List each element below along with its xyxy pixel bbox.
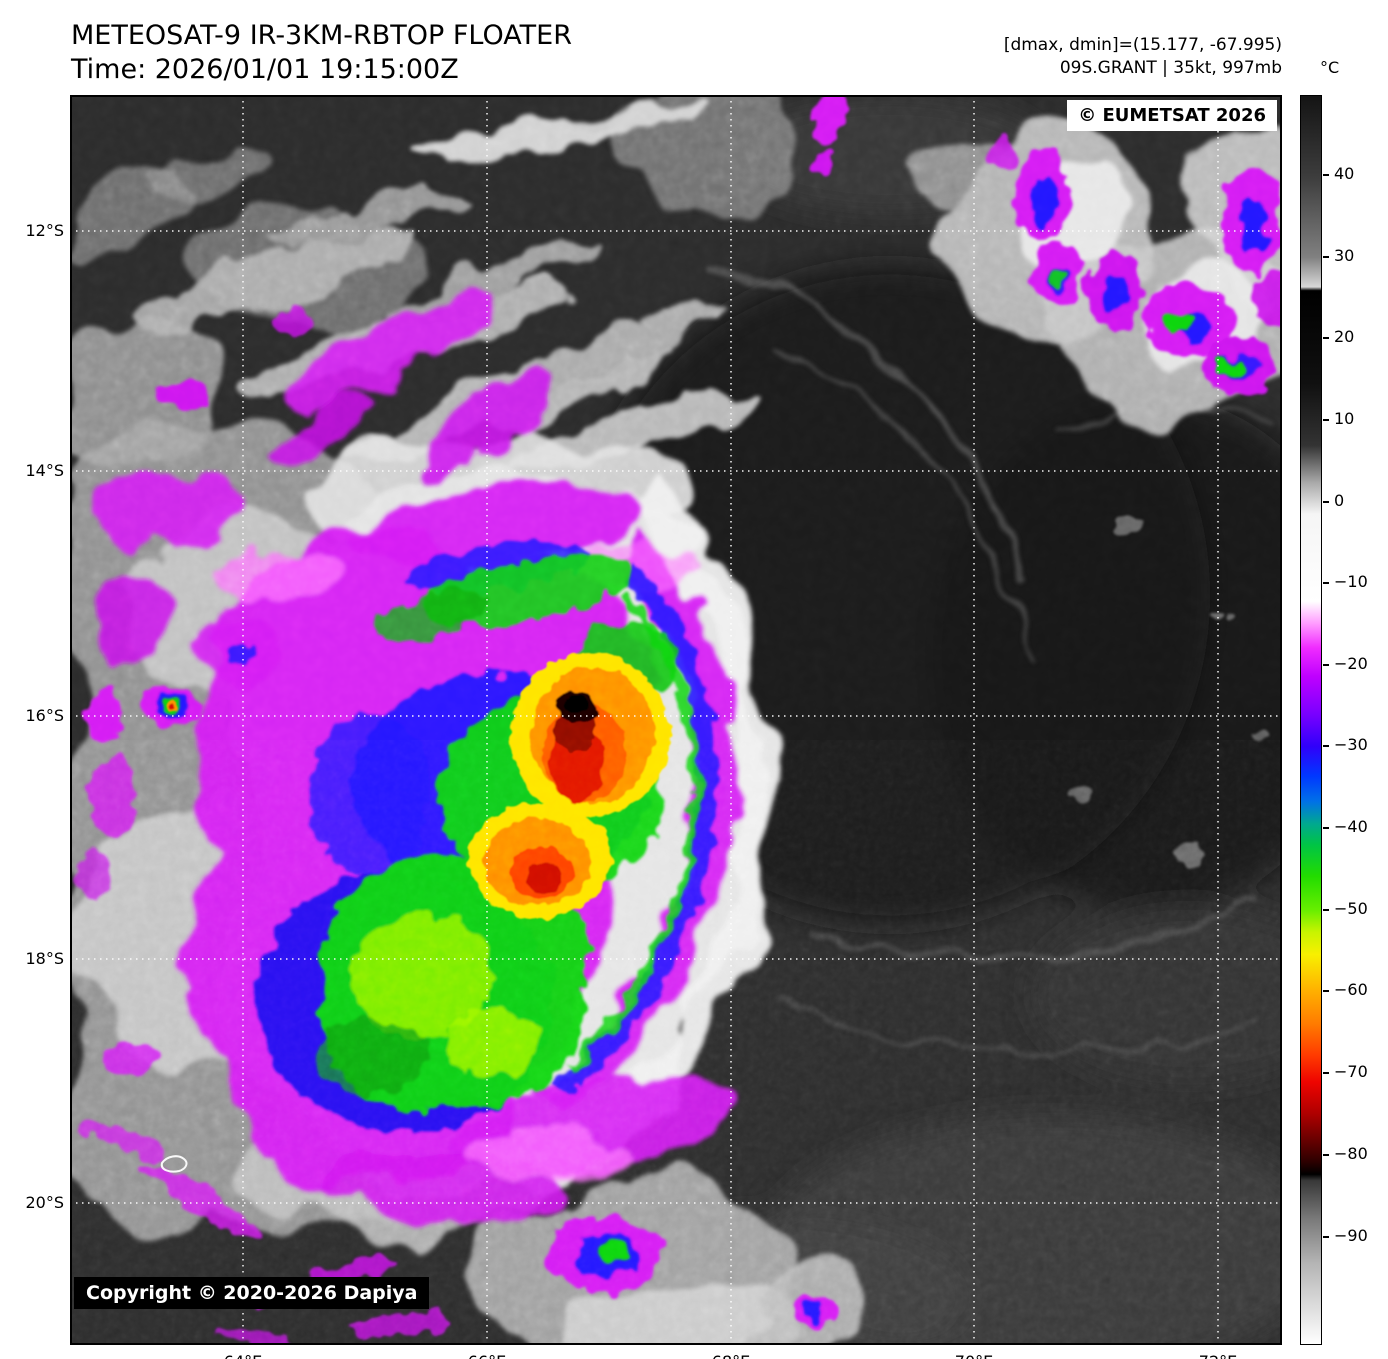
colorbar-tickmark <box>1323 256 1329 258</box>
colorbar-tick-label: 20 <box>1334 327 1355 346</box>
colorbar-gradient <box>1300 95 1322 1345</box>
info-block: [dmax, dmin]=(15.177, -67.995) 09S.GRANT… <box>1004 34 1282 80</box>
storm-info-label: 09S.GRANT | 35kt, 997mb <box>1059 58 1282 78</box>
colorbar: 40 30 20 10 0 −10 −20 −30 −40 −50 −60 −7… <box>1300 95 1388 1345</box>
lat-label-18s: 18°S <box>25 949 64 968</box>
dmax-dmin-label: [dmax, dmin]=(15.177, -67.995) <box>1003 35 1282 55</box>
colorbar-tickmark <box>1323 582 1329 584</box>
page-title: METEOSAT-9 IR-3KM-RBTOP FLOATER <box>71 20 572 51</box>
colorbar-tick-label: 30 <box>1334 246 1355 265</box>
colorbar-tick-label: 0 <box>1334 491 1345 510</box>
colorbar-tickmark <box>1323 745 1329 747</box>
colorbar-tick-label: −80 <box>1334 1144 1368 1163</box>
grain-texture-low <box>70 795 1282 1345</box>
colorbar-tick-label: −30 <box>1334 735 1368 754</box>
colorbar-tick-label: −90 <box>1334 1226 1368 1245</box>
map-frame <box>70 95 1282 1345</box>
colorbar-tickmark <box>1323 827 1329 829</box>
colorbar-unit-label: °C <box>1320 58 1340 77</box>
lat-label-14s: 14°S <box>25 461 64 480</box>
colorbar-tickmark <box>1323 990 1329 992</box>
colorbar-tickmark <box>1323 909 1329 911</box>
lon-label-66e: 66°E <box>447 1352 527 1359</box>
lat-label-16s: 16°S <box>25 706 64 725</box>
copyright-badge: Copyright © 2020-2026 Dapiya <box>74 1277 430 1309</box>
colorbar-tick-label: −50 <box>1334 899 1368 918</box>
colorbar-tickmark <box>1323 337 1329 339</box>
colorbar-tickmark <box>1323 501 1329 503</box>
colorbar-tick-label: −60 <box>1334 980 1368 999</box>
colorbar-tick-label: −70 <box>1334 1062 1368 1081</box>
lat-label-12s: 12°S <box>25 221 64 240</box>
satellite-map-panel: © EUMETSAT 2026 Copyright © 2020-2026 Da… <box>70 95 1282 1345</box>
lon-label-72e: 72°E <box>1178 1352 1258 1359</box>
colorbar-tick-label: −20 <box>1334 654 1368 673</box>
lon-label-64e: 64°E <box>203 1352 283 1359</box>
colorbar-tickmark <box>1323 1236 1329 1238</box>
colorbar-tickmark <box>1323 1072 1329 1074</box>
colorbar-tickmark <box>1323 419 1329 421</box>
colorbar-tick-label: −10 <box>1334 572 1368 591</box>
colorbar-tickmark <box>1323 664 1329 666</box>
colorbar-tick-label: −40 <box>1334 817 1368 836</box>
lon-label-68e: 68°E <box>691 1352 771 1359</box>
lon-label-70e: 70°E <box>934 1352 1014 1359</box>
satellite-imagery <box>70 95 1282 1345</box>
colorbar-tick-label: 10 <box>1334 409 1355 428</box>
eumetsat-badge: © EUMETSAT 2026 <box>1067 100 1277 131</box>
gridlines <box>70 95 1282 1345</box>
colorbar-tickmark <box>1323 174 1329 176</box>
lat-label-20s: 20°S <box>25 1193 64 1212</box>
colorbar-tick-label: 40 <box>1334 164 1355 183</box>
timestamp-label: Time: 2026/01/01 19:15:00Z <box>71 54 459 85</box>
colorbar-tickmark <box>1323 1154 1329 1156</box>
